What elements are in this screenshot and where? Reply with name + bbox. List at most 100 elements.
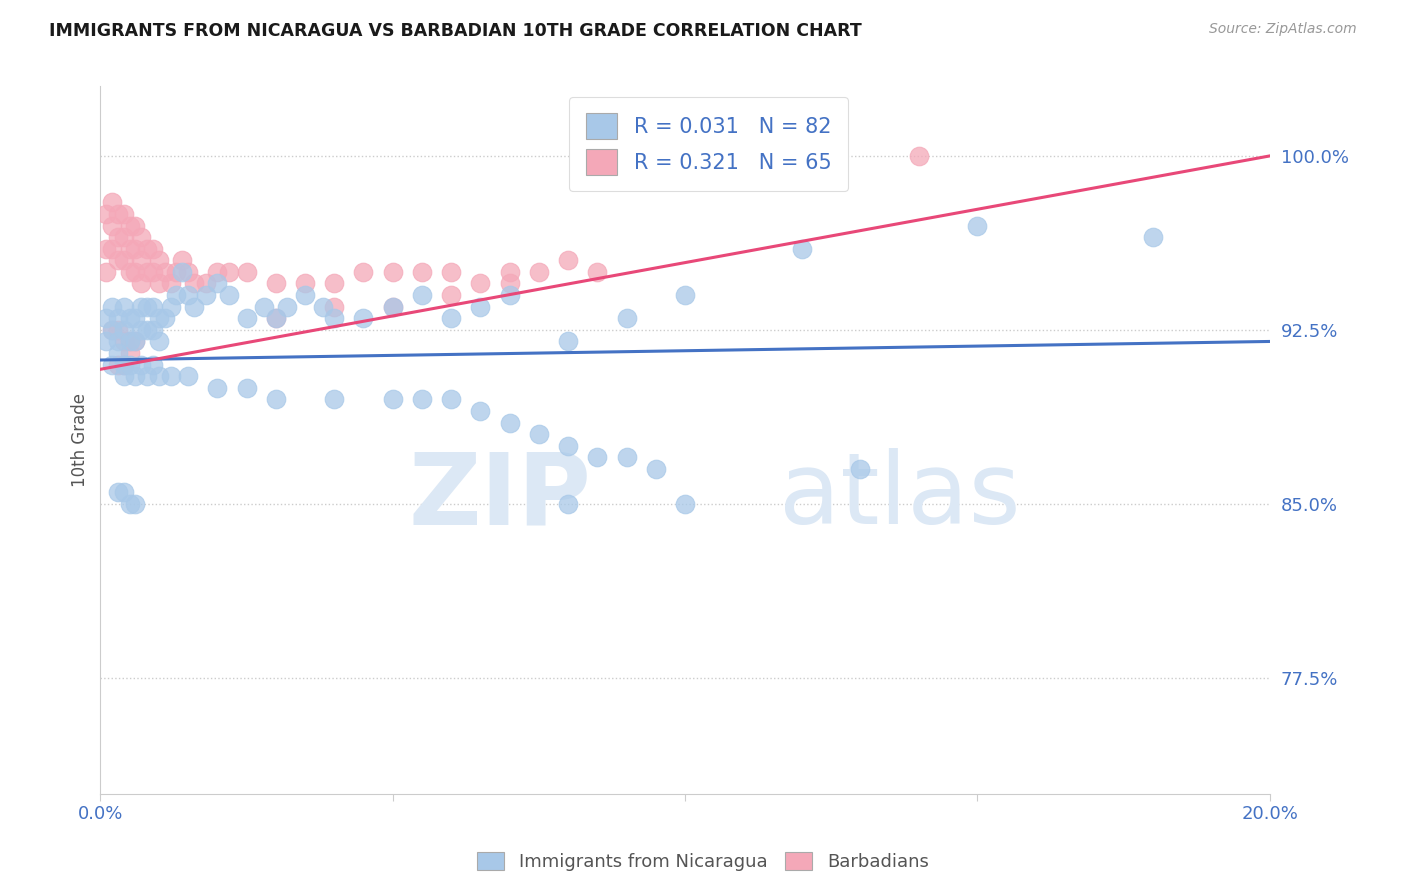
Point bbox=[470, 300, 492, 314]
Point bbox=[264, 311, 287, 326]
Point bbox=[112, 253, 135, 268]
Point bbox=[101, 219, 124, 233]
Point bbox=[112, 334, 135, 349]
Point bbox=[411, 265, 433, 279]
Point bbox=[101, 242, 124, 256]
Point bbox=[118, 265, 141, 279]
Point bbox=[253, 300, 276, 314]
Point bbox=[323, 277, 346, 291]
Point bbox=[129, 323, 152, 337]
Point bbox=[440, 288, 463, 302]
Point bbox=[129, 300, 152, 314]
Point bbox=[96, 207, 118, 221]
Point bbox=[112, 358, 135, 372]
Point bbox=[107, 311, 129, 326]
Point bbox=[107, 346, 129, 360]
Point bbox=[557, 253, 579, 268]
Point bbox=[142, 323, 165, 337]
Point bbox=[235, 265, 257, 279]
Point bbox=[101, 323, 124, 337]
Point bbox=[96, 334, 118, 349]
Point bbox=[118, 497, 141, 511]
Point bbox=[194, 277, 217, 291]
Point bbox=[557, 334, 579, 349]
Point bbox=[118, 334, 141, 349]
Point bbox=[153, 265, 176, 279]
Point bbox=[527, 427, 550, 442]
Point bbox=[118, 219, 141, 233]
Point bbox=[381, 300, 404, 314]
Point bbox=[218, 265, 240, 279]
Point bbox=[498, 265, 520, 279]
Point bbox=[159, 369, 181, 384]
Point bbox=[112, 323, 135, 337]
Point bbox=[470, 404, 492, 418]
Point bbox=[165, 288, 187, 302]
Point bbox=[381, 265, 404, 279]
Text: Source: ZipAtlas.com: Source: ZipAtlas.com bbox=[1209, 22, 1357, 37]
Point bbox=[264, 277, 287, 291]
Point bbox=[440, 265, 463, 279]
Point bbox=[790, 172, 813, 186]
Point bbox=[129, 277, 152, 291]
Point bbox=[96, 311, 118, 326]
Point bbox=[183, 277, 205, 291]
Point bbox=[1142, 230, 1164, 244]
Point bbox=[148, 311, 170, 326]
Point bbox=[966, 219, 988, 233]
Point bbox=[112, 207, 135, 221]
Point bbox=[124, 219, 146, 233]
Point bbox=[849, 462, 872, 476]
Point bbox=[107, 253, 129, 268]
Text: IMMIGRANTS FROM NICARAGUA VS BARBADIAN 10TH GRADE CORRELATION CHART: IMMIGRANTS FROM NICARAGUA VS BARBADIAN 1… bbox=[49, 22, 862, 40]
Point bbox=[148, 253, 170, 268]
Point bbox=[142, 358, 165, 372]
Point bbox=[136, 323, 159, 337]
Point bbox=[557, 439, 579, 453]
Point bbox=[498, 416, 520, 430]
Point bbox=[235, 381, 257, 395]
Point bbox=[177, 369, 200, 384]
Point bbox=[112, 369, 135, 384]
Point bbox=[159, 277, 181, 291]
Point bbox=[586, 450, 609, 465]
Point bbox=[311, 300, 333, 314]
Point bbox=[172, 253, 194, 268]
Point bbox=[136, 300, 159, 314]
Point bbox=[294, 277, 316, 291]
Point bbox=[112, 358, 135, 372]
Point bbox=[124, 242, 146, 256]
Point bbox=[498, 288, 520, 302]
Point bbox=[153, 311, 176, 326]
Point bbox=[616, 311, 638, 326]
Point bbox=[207, 277, 229, 291]
Point bbox=[218, 288, 240, 302]
Y-axis label: 10th Grade: 10th Grade bbox=[72, 393, 89, 487]
Point bbox=[96, 265, 118, 279]
Point bbox=[148, 369, 170, 384]
Point bbox=[411, 288, 433, 302]
Point bbox=[183, 300, 205, 314]
Point bbox=[440, 311, 463, 326]
Point bbox=[908, 149, 931, 163]
Point bbox=[107, 358, 129, 372]
Point bbox=[586, 265, 609, 279]
Point bbox=[498, 277, 520, 291]
Point bbox=[107, 485, 129, 500]
Point bbox=[177, 288, 200, 302]
Point bbox=[118, 346, 141, 360]
Point bbox=[294, 288, 316, 302]
Point bbox=[124, 265, 146, 279]
Point bbox=[136, 265, 159, 279]
Point bbox=[124, 497, 146, 511]
Point bbox=[264, 392, 287, 407]
Point bbox=[527, 265, 550, 279]
Legend: Immigrants from Nicaragua, Barbadians: Immigrants from Nicaragua, Barbadians bbox=[470, 845, 936, 879]
Point bbox=[124, 369, 146, 384]
Point bbox=[264, 311, 287, 326]
Point bbox=[107, 334, 129, 349]
Legend: R = 0.031   N = 82, R = 0.321   N = 65: R = 0.031 N = 82, R = 0.321 N = 65 bbox=[569, 96, 848, 192]
Point bbox=[124, 334, 146, 349]
Point bbox=[207, 265, 229, 279]
Point bbox=[616, 450, 638, 465]
